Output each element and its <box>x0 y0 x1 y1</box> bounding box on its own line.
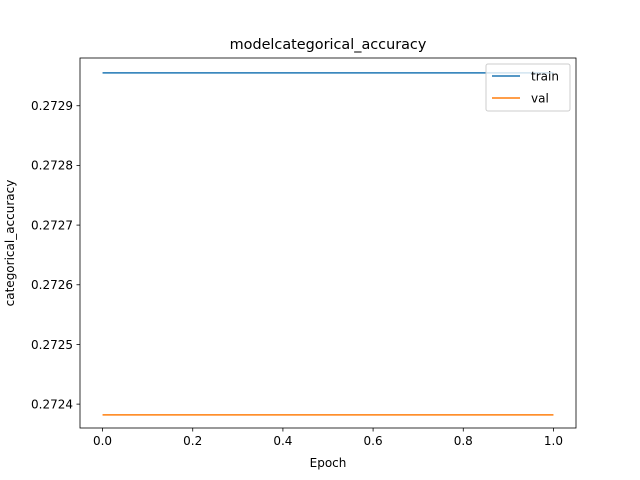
plot-area <box>80 58 576 428</box>
y-tick-label: 0.2729 <box>31 99 73 113</box>
series-layer <box>102 72 554 416</box>
legend: train val <box>485 63 571 112</box>
x-axis-ticks: 0.0 0.2 0.4 0.6 0.8 1.0 <box>93 428 563 448</box>
legend-label-val: val <box>531 91 549 105</box>
y-tick-label: 0.2728 <box>31 159 73 173</box>
chart-title: modelcategorical_accuracy <box>230 37 427 53</box>
x-tick-label: 0.4 <box>273 434 292 448</box>
x-tick-label: 0.0 <box>93 434 112 448</box>
y-axis-label: categorical_accuracy <box>3 180 17 307</box>
x-tick-label: 0.2 <box>183 434 202 448</box>
y-axis-ticks: 0.2724 0.2725 0.2726 0.2727 0.2728 0.2729 <box>31 99 80 411</box>
x-tick-label: 0.6 <box>364 434 383 448</box>
x-tick-label: 1.0 <box>544 434 563 448</box>
y-tick-label: 0.2726 <box>31 278 73 292</box>
y-tick-label: 0.2727 <box>31 218 73 232</box>
y-tick-label: 0.2724 <box>31 397 73 411</box>
y-tick-label: 0.2725 <box>31 338 73 352</box>
legend-label-train: train <box>531 69 559 83</box>
x-tick-label: 0.8 <box>454 434 473 448</box>
plot-frame <box>79 57 577 429</box>
x-axis-label: Epoch <box>310 456 347 470</box>
